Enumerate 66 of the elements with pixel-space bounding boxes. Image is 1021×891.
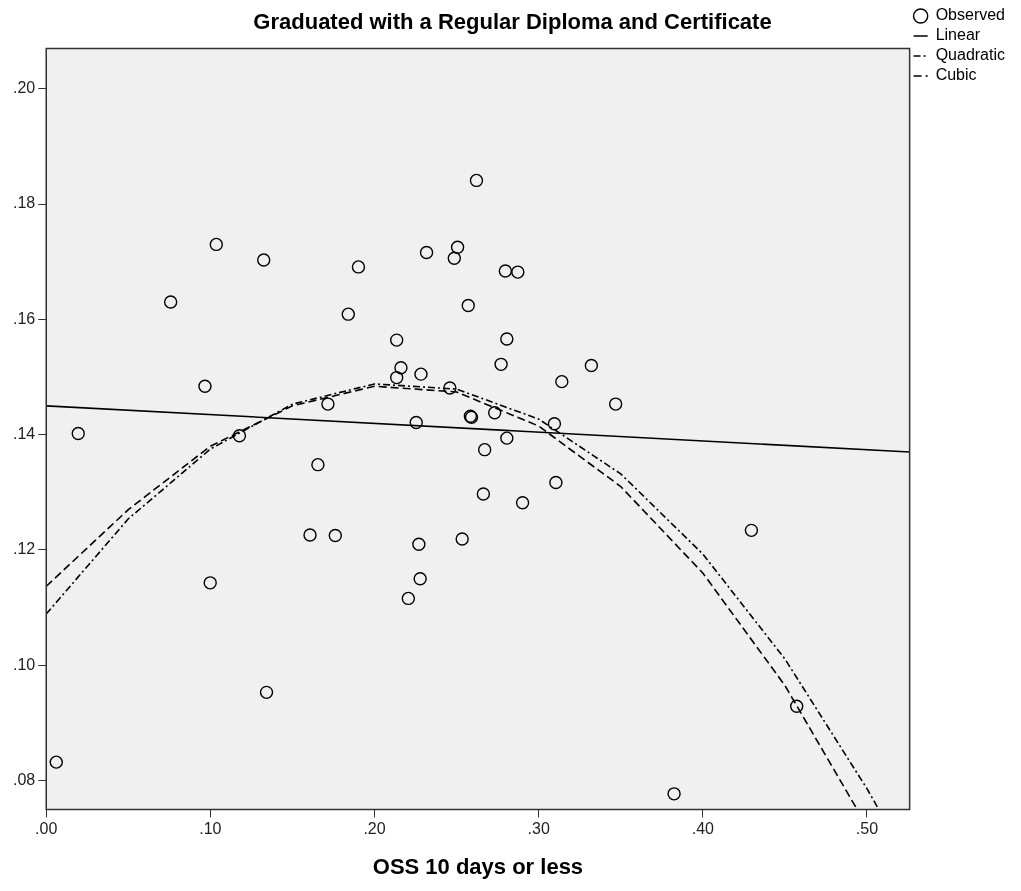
point <box>584 358 599 373</box>
x-tick-label: .00 <box>35 820 58 838</box>
x-tick-label: .20 <box>363 820 386 838</box>
point <box>455 532 469 546</box>
point <box>667 787 681 801</box>
point <box>394 361 408 375</box>
point <box>328 528 342 543</box>
point <box>389 333 404 347</box>
point <box>49 755 63 769</box>
legend-label: Quadratic <box>935 46 1006 64</box>
x-tick-label: .40 <box>691 820 715 838</box>
point <box>303 528 317 542</box>
point <box>498 264 513 278</box>
y-tick-label: .14 <box>12 425 36 443</box>
point <box>413 572 427 586</box>
point <box>71 426 85 441</box>
point <box>257 253 271 267</box>
point <box>461 298 475 313</box>
y-tick-label: .10 <box>12 655 36 673</box>
point <box>389 370 404 385</box>
point <box>419 245 434 260</box>
point <box>476 487 491 501</box>
legend-label: Cubic <box>935 66 977 84</box>
point <box>443 381 457 395</box>
x-axis-title: OSS 10 days or less <box>372 853 584 879</box>
point <box>232 429 247 443</box>
point <box>608 397 623 411</box>
y-tick-label: .20 <box>12 79 36 97</box>
point <box>447 251 461 265</box>
legend-label: Observed <box>935 6 1006 24</box>
y-tick-label: .12 <box>12 540 36 558</box>
point <box>494 357 508 372</box>
legend-label: Linear <box>935 26 981 44</box>
point <box>341 307 355 321</box>
point <box>414 367 428 381</box>
point <box>547 417 562 431</box>
point <box>409 415 423 430</box>
x-tick-label: .10 <box>199 820 222 838</box>
x-tick-label: .50 <box>855 820 879 838</box>
point <box>163 295 178 309</box>
point <box>515 495 530 510</box>
point <box>198 379 212 393</box>
x-tick-label: .30 <box>527 820 550 838</box>
chart-title: Graduated with a Regular Diploma and Certificate <box>253 9 772 35</box>
y-tick-label: .08 <box>12 770 36 788</box>
point <box>401 591 416 606</box>
point <box>311 457 325 472</box>
y-tick-label: .16 <box>12 309 36 327</box>
point <box>321 397 335 411</box>
point <box>351 260 366 274</box>
point <box>511 265 525 279</box>
point <box>477 442 492 457</box>
point <box>209 237 223 252</box>
point <box>549 475 563 490</box>
point <box>259 685 274 700</box>
point <box>203 576 217 590</box>
point <box>500 431 514 445</box>
point <box>450 240 465 254</box>
point <box>469 173 484 188</box>
point <box>412 537 426 551</box>
point <box>500 332 514 346</box>
point <box>744 523 759 538</box>
y-tick-label: .18 <box>12 194 36 212</box>
point <box>555 374 569 389</box>
point <box>487 406 502 420</box>
point <box>790 699 804 713</box>
